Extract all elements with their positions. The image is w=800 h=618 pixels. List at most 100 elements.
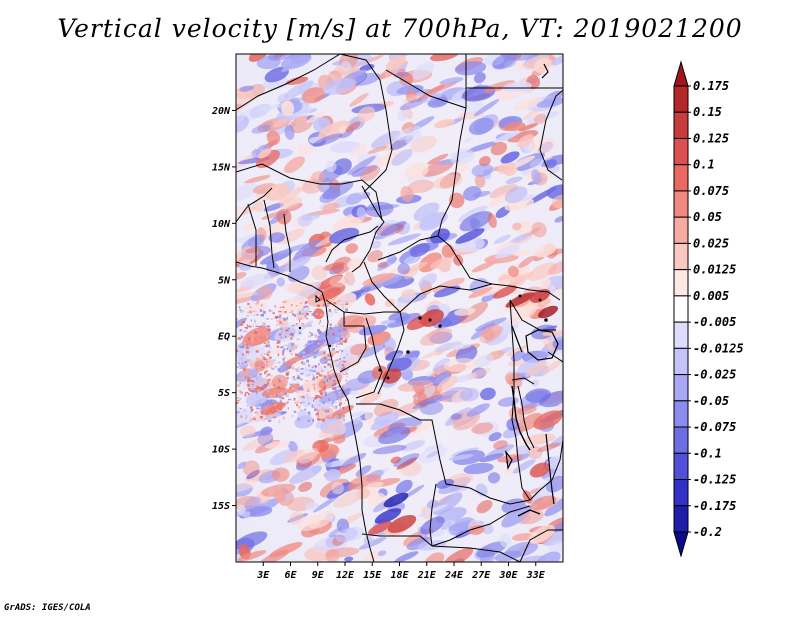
field-speckle <box>330 376 332 379</box>
field-cell <box>301 212 321 221</box>
field-speckle <box>269 347 272 349</box>
field-speckle <box>318 404 321 407</box>
field-cell <box>474 237 482 244</box>
lat-tick-label: 15S <box>212 501 230 512</box>
field-speckle <box>260 388 265 390</box>
field-cell <box>357 106 376 122</box>
field-speckle <box>317 418 319 421</box>
border-cameroon-south <box>325 299 400 315</box>
field-cell <box>473 354 494 368</box>
field-speckle <box>251 336 254 340</box>
field-speckle <box>305 305 309 308</box>
field-speckle <box>239 397 242 400</box>
field-speckle <box>329 364 331 367</box>
field-speckle <box>267 373 271 376</box>
field-speckle <box>256 407 260 410</box>
field-speckle <box>335 364 338 367</box>
field-speckle <box>254 412 257 414</box>
border-chad-sudan <box>437 107 493 285</box>
field-speckle <box>342 419 346 421</box>
field-speckle <box>321 418 326 422</box>
field-cell <box>351 287 371 299</box>
field-cell <box>536 97 563 108</box>
field-speckle <box>250 409 253 413</box>
field-speckle <box>273 403 275 405</box>
field-speckle <box>342 385 345 388</box>
field-speckle <box>345 304 347 306</box>
border-car-north <box>377 235 439 261</box>
field-cell <box>255 149 280 169</box>
colorbar-label: -0.175 <box>693 499 736 513</box>
field-speckle <box>256 385 259 389</box>
field-speckle <box>279 313 283 316</box>
field-cell <box>443 358 478 372</box>
field-cell <box>479 325 502 344</box>
field-speckle <box>242 353 244 356</box>
field-speckle <box>327 333 330 336</box>
colorbar-swatch <box>673 295 689 323</box>
field-cell <box>449 343 472 350</box>
field-cell <box>357 152 381 167</box>
field-speckle <box>260 314 264 317</box>
field-speckle <box>237 410 239 414</box>
field-cell <box>377 257 398 271</box>
field-speckle <box>289 312 291 314</box>
field-speckle <box>306 359 309 363</box>
field-speckle <box>264 371 267 375</box>
field-cell <box>350 411 365 418</box>
field-cell <box>454 307 476 316</box>
field-speckle <box>343 366 345 370</box>
field-speckle <box>242 341 246 345</box>
field-cell <box>357 487 370 500</box>
colorbar-label: -0.05 <box>693 394 729 408</box>
field-cell <box>524 361 548 377</box>
field-speckle <box>337 300 341 302</box>
field-speckle <box>305 380 309 382</box>
field-speckle <box>339 363 343 367</box>
field-speckle <box>323 379 325 381</box>
field-speckle <box>281 331 283 334</box>
field-core <box>383 492 409 508</box>
colorbar-bottom-triangle <box>673 531 689 558</box>
field-speckle <box>329 415 333 417</box>
field-speckle <box>304 408 307 411</box>
field-speckle <box>291 343 294 345</box>
field-cell <box>420 328 453 346</box>
field-speckle <box>340 317 343 320</box>
border-kenya-tanzania <box>547 351 563 363</box>
lat-tick-label: EQ <box>218 332 230 343</box>
field-speckle <box>316 409 320 413</box>
colorbar-swatch <box>673 269 689 297</box>
lon-tick-label: 33E <box>526 570 546 581</box>
colorbar-swatch <box>673 400 689 428</box>
field-speckle <box>237 362 240 364</box>
field-cell <box>545 159 558 169</box>
lon-tick-label: 15E <box>363 570 382 581</box>
field-speckle <box>308 414 311 416</box>
field-speckle <box>291 388 295 390</box>
field-cell <box>380 221 407 236</box>
field-speckle <box>264 407 268 409</box>
field-cell <box>315 274 343 291</box>
field-speckle <box>282 357 285 361</box>
field-speckle <box>323 382 326 384</box>
field-cell <box>281 100 295 116</box>
field-cell <box>485 444 515 459</box>
field-speckle <box>268 310 272 313</box>
field-speckle <box>251 341 254 344</box>
field-speckle <box>316 376 318 379</box>
field-speckle <box>278 310 282 313</box>
field-speckle <box>326 371 330 375</box>
field-cell <box>260 426 273 436</box>
field-speckle <box>246 324 249 327</box>
country-borders <box>236 54 563 562</box>
field-speckle <box>236 349 238 353</box>
field-speckle <box>272 312 275 315</box>
colorbar-swatch <box>673 426 689 454</box>
field-speckle <box>249 418 251 421</box>
field-speckle <box>251 383 254 386</box>
field-cell <box>533 58 554 74</box>
field-cell <box>298 481 313 493</box>
field-cell <box>401 368 414 381</box>
field-speckle <box>287 327 290 330</box>
